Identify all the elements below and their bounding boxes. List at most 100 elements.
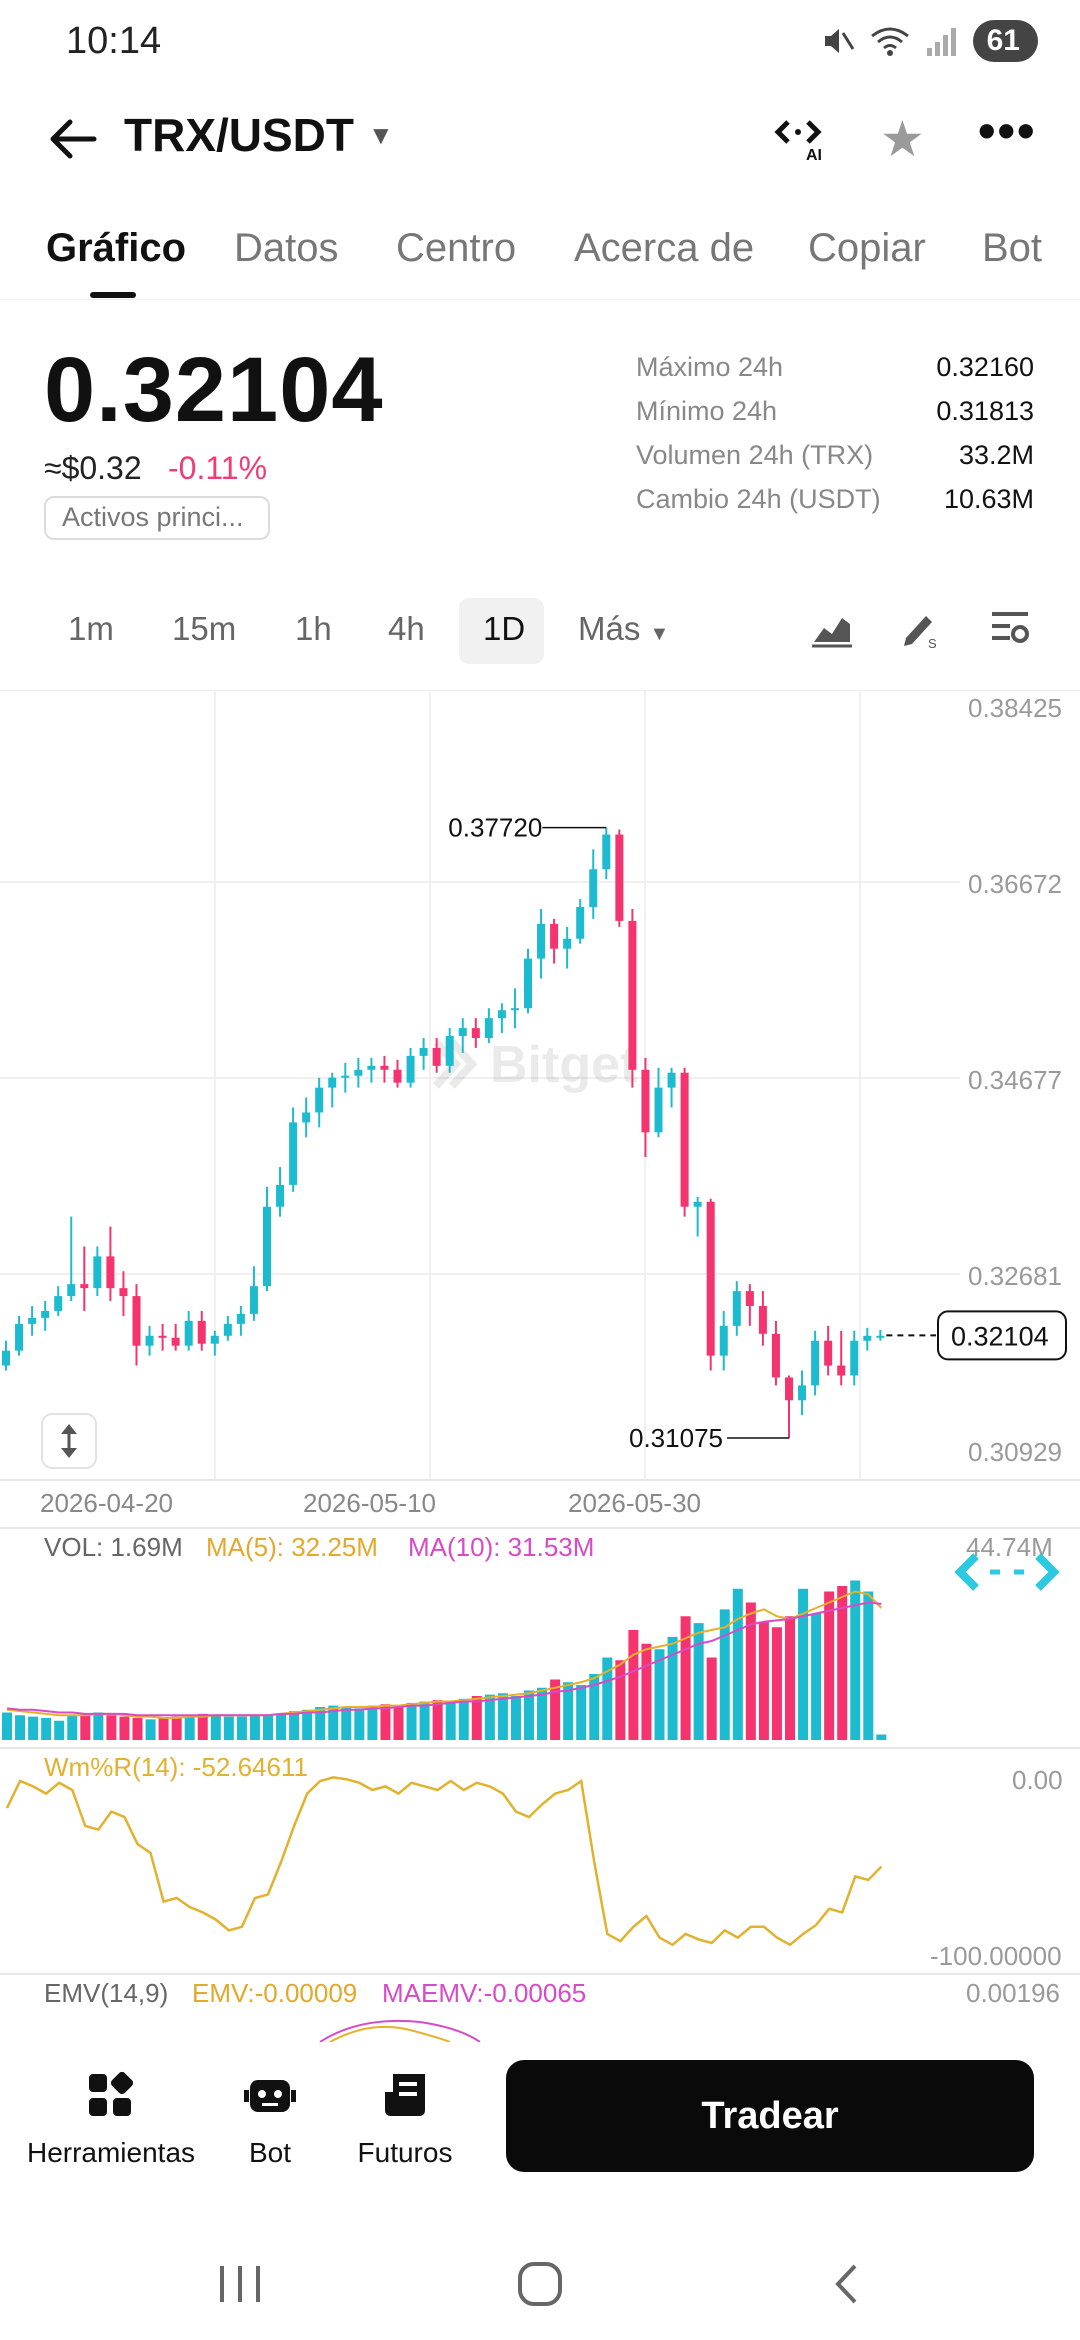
recent-apps-icon[interactable] xyxy=(220,2266,260,2302)
stat-label: Máximo 24h xyxy=(636,352,784,382)
volume-bar xyxy=(263,1715,273,1740)
chart-svg[interactable]: Bitget 0.38425 0.36672 0.34677 0.32681 0… xyxy=(0,690,1080,2042)
volume-bar xyxy=(445,1702,456,1740)
candle-body xyxy=(210,1335,219,1344)
date-tick: 2026-04-20 xyxy=(40,1488,173,1518)
price-tick: 0.36672 xyxy=(968,869,1062,899)
nav-futures[interactable]: Futuros xyxy=(350,2070,460,2169)
candle-body xyxy=(171,1337,180,1346)
volume-bar xyxy=(641,1643,652,1740)
indicator-settings-icon[interactable] xyxy=(988,606,1032,650)
volume-bar xyxy=(93,1712,104,1740)
high-annotation: 0.37720 xyxy=(448,813,607,843)
pair-selector[interactable]: TRX/USDT xyxy=(124,109,354,161)
volume-bar xyxy=(602,1657,613,1740)
candle-body xyxy=(67,1284,76,1297)
candle-body xyxy=(289,1122,298,1185)
low-label: 0.31075 xyxy=(629,1423,723,1453)
candle-body xyxy=(563,938,572,949)
candle-body xyxy=(589,869,598,908)
candle-body xyxy=(811,1340,820,1386)
nav-tools[interactable]: Herramientas xyxy=(26,2070,196,2169)
chevron-down-icon[interactable]: ▼ xyxy=(368,120,394,150)
volume-bar xyxy=(471,1696,482,1740)
emv-label: EMV(14,9) xyxy=(44,1978,168,2008)
candle-body xyxy=(145,1335,154,1346)
candle-body xyxy=(41,1310,50,1318)
candle-body xyxy=(667,1072,676,1088)
ai-label: AI xyxy=(806,147,822,162)
stat-low: Mínimo 24h 0.31813 xyxy=(636,396,1034,440)
last-price: 0.32104 xyxy=(44,339,384,441)
candle-body xyxy=(119,1288,128,1297)
volume-bar xyxy=(497,1693,508,1740)
more-options-icon[interactable]: ••• xyxy=(978,103,1037,159)
volume-bar xyxy=(432,1700,443,1740)
draw-tool-icon[interactable]: S xyxy=(898,606,942,650)
timeframe-15m[interactable]: 15m xyxy=(172,610,237,647)
tab-copiar[interactable]: Copiar xyxy=(808,226,926,270)
candle-body xyxy=(249,1286,258,1314)
volume-bar xyxy=(524,1690,534,1740)
volume-bar xyxy=(328,1705,339,1740)
chart-type-icon[interactable] xyxy=(810,606,854,650)
candle-body xyxy=(263,1206,271,1287)
tab-datos[interactable]: Datos xyxy=(234,226,339,270)
tab-grafico[interactable]: Gráfico xyxy=(46,226,187,270)
favorite-star-icon[interactable]: ★ xyxy=(880,111,925,167)
scale-toggle-button[interactable] xyxy=(41,1413,97,1469)
candle-body xyxy=(654,1087,663,1133)
tab-centro[interactable]: Centro xyxy=(396,226,517,270)
ai-assistant-icon[interactable]: AI xyxy=(774,112,834,162)
emv-value-label: EMV:-0.00009 xyxy=(192,1978,357,2008)
volume-bar xyxy=(119,1716,130,1740)
candle-body xyxy=(2,1350,10,1366)
candle-body xyxy=(732,1291,741,1326)
home-icon[interactable] xyxy=(518,2262,562,2306)
price-tick: 0.30929 xyxy=(968,1437,1062,1467)
asset-tag[interactable]: Activos princi... xyxy=(44,496,270,540)
stat-label: Mínimo 24h xyxy=(636,396,778,426)
timeframe-1h[interactable]: 1h xyxy=(295,610,332,647)
candle-body xyxy=(484,1018,493,1039)
mute-icon xyxy=(824,29,854,53)
trade-button[interactable]: Tradear xyxy=(506,2060,1034,2172)
tools-icon xyxy=(89,2071,134,2116)
candle-body xyxy=(680,1072,689,1207)
candle-body xyxy=(785,1377,793,1401)
price-change: -0.11% xyxy=(168,450,268,486)
tab-bot[interactable]: Bot xyxy=(982,226,1043,270)
timeframe-1d[interactable]: 1D xyxy=(483,610,526,647)
volume-bar xyxy=(315,1707,326,1740)
volume-bar xyxy=(576,1685,587,1740)
stat-value: 33.2M xyxy=(958,440,1034,470)
candle-body xyxy=(132,1296,141,1346)
tab-acerca-de[interactable]: Acerca de xyxy=(574,226,755,270)
scroll-arrows-icon[interactable] xyxy=(954,1553,1060,1591)
back-arrow-icon[interactable] xyxy=(44,110,102,168)
candle-body xyxy=(837,1365,846,1376)
chart-area[interactable]: Bitget 0.38425 0.36672 0.34677 0.32681 0… xyxy=(0,690,1080,2042)
timeframe-more[interactable]: Más ▼ xyxy=(578,610,669,648)
volume-legend: VOL: 1.69M MA(5): 32.25M MA(10): 31.53M … xyxy=(44,1532,1053,1562)
date-tick: 2026-05-30 xyxy=(568,1488,701,1518)
bitget-watermark: Bitget xyxy=(433,1036,637,1094)
timeframe-1m[interactable]: 1m xyxy=(68,610,114,647)
volume-bar xyxy=(745,1602,756,1740)
price-axis: 0.38425 0.36672 0.34677 0.32681 0.30929 xyxy=(968,693,1062,1467)
volume-bar xyxy=(158,1718,169,1740)
candle-body xyxy=(824,1340,833,1366)
wr-line xyxy=(5,1776,883,1947)
candle-body xyxy=(693,1201,702,1207)
usd-price: ≈$0.32 xyxy=(44,450,142,486)
volume-bar xyxy=(680,1616,691,1740)
nav-bot[interactable]: Bot xyxy=(230,2070,310,2169)
volume-bar xyxy=(706,1657,717,1740)
candle-body xyxy=(602,834,611,870)
volume-ma10-line xyxy=(6,1601,882,1717)
wr-axis-bottom: -100.00000 xyxy=(930,1941,1062,1971)
system-navigation-bar xyxy=(0,2220,1080,2340)
back-nav-icon[interactable] xyxy=(835,2264,857,2304)
candle-body xyxy=(158,1335,167,1338)
timeframe-4h[interactable]: 4h xyxy=(388,610,425,647)
